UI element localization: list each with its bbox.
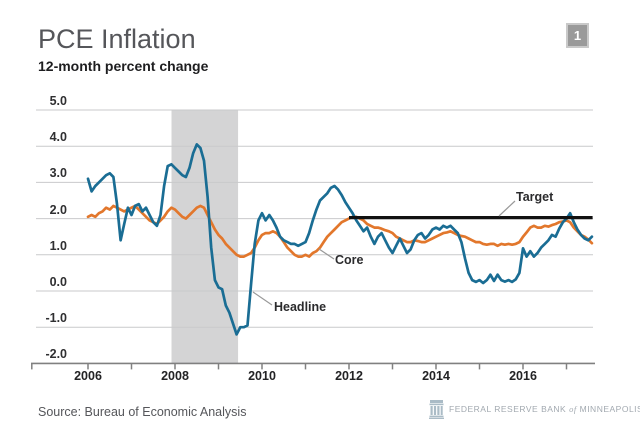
- x-tick-label-2012: 2012: [335, 369, 363, 383]
- y-tick-label-3.0: 3.0: [49, 166, 67, 181]
- y-tick-label-1.0: 1.0: [49, 238, 67, 253]
- y-tick-label-4.0: 4.0: [49, 130, 67, 145]
- x-tick-label-2016: 2016: [509, 369, 537, 383]
- target-callout-line: [498, 200, 516, 217]
- source-note: Source: Bureau of Economic Analysis: [38, 405, 247, 419]
- x-tick-label-2014: 2014: [422, 369, 450, 383]
- y-tick-label-2.0: 2.0: [49, 202, 67, 217]
- bank-building-icon: [429, 399, 444, 419]
- y-tick-label--1.0: -1.0: [45, 311, 67, 326]
- fed-logo-text: FEDERAL RESERVE BANK of MINNEAPOLIS: [449, 404, 640, 414]
- y-tick-label-0.0: 0.0: [49, 275, 67, 289]
- target-line-label: Target: [516, 190, 554, 204]
- x-tick-label-2008: 2008: [161, 369, 189, 383]
- fed-logo-bank: FEDERAL RESERVE BANK: [449, 404, 567, 414]
- y-tick-label--2.0: -2.0: [45, 347, 67, 362]
- fed-logo-city: MINNEAPOLIS: [579, 404, 640, 414]
- fed-logo: FEDERAL RESERVE BANK of MINNEAPOLIS: [429, 399, 640, 419]
- x-tick-label-2010: 2010: [248, 369, 276, 383]
- page-title: PCE Inflation: [38, 24, 196, 54]
- headline-series-line: [86, 143, 594, 336]
- recession-shading-band: [171, 110, 239, 364]
- slide-number-badge: 1: [566, 23, 589, 48]
- y-tick-label-5.0: 5.0: [49, 94, 67, 108]
- headline-callout-line: [252, 291, 273, 306]
- core-series-label: Core: [335, 253, 364, 267]
- fed-logo-of: of: [569, 404, 577, 414]
- chart-subtitle: 12-month percent change: [38, 58, 209, 74]
- headline-series-label: Headline: [274, 300, 327, 314]
- core-series-line: [86, 204, 594, 258]
- x-tick-label-2006: 2006: [74, 369, 102, 383]
- core-callout-line: [318, 248, 335, 260]
